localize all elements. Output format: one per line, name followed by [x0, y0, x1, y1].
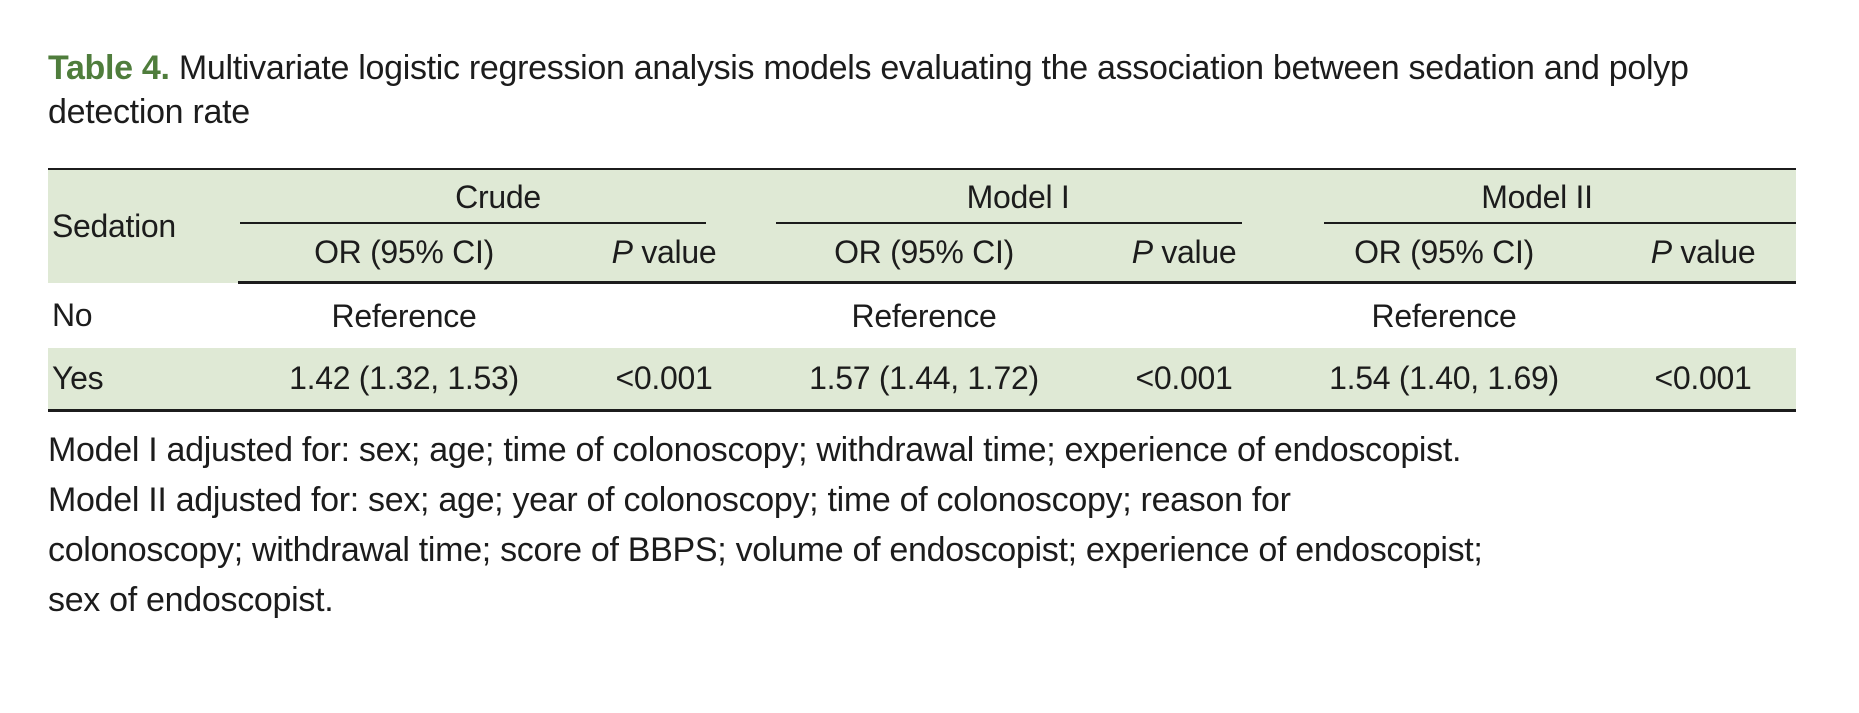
- table-number-label: Table 4.: [48, 49, 170, 87]
- group-header-crude: Crude: [238, 169, 759, 225]
- p-symbol: P: [1131, 234, 1153, 271]
- footnote-line-2: Model II adjusted for: sex; age; year of…: [48, 481, 1291, 520]
- p-symbol: P: [1650, 234, 1672, 271]
- model-1-or-value-no: Reference: [758, 282, 1091, 349]
- p-symbol: P: [611, 234, 633, 271]
- crude-or-value-no: Reference: [238, 282, 570, 349]
- model-2-p-value-no: [1610, 282, 1797, 349]
- p-value-word: value: [1680, 234, 1756, 271]
- row-label-yes: Yes: [48, 348, 238, 411]
- crude-p-value-yes: <0.001: [570, 348, 759, 411]
- table-caption-text: Multivariate logistic regression analysi…: [48, 49, 1689, 132]
- group-header-row: Sedation Crude Model I Model II: [48, 169, 1797, 283]
- row-label-no: No: [48, 282, 238, 349]
- sub-header-row: OR (95% CI) P value OR (95% CI) P value …: [48, 224, 1797, 285]
- crude-or-ci-header: OR (95% CI): [238, 224, 570, 285]
- model-1-or-ci-header: OR (95% CI): [758, 224, 1091, 285]
- model-2-or-value-yes: 1.54 (1.40, 1.69): [1278, 348, 1611, 411]
- model-2-p-value-header: P value: [1610, 224, 1797, 285]
- model-2-p-value-yes: <0.001: [1610, 348, 1797, 411]
- footnote-line-3: colonoscopy; withdrawal time; score of B…: [48, 531, 1483, 570]
- table-row-yes: Yes 1.42 (1.32, 1.53) <0.001 1.57 (1.44,…: [48, 348, 1797, 411]
- table-row-no: No Reference Reference Reference: [48, 282, 1797, 349]
- crude-p-value-header: P value: [570, 224, 759, 285]
- p-value-word: value: [1161, 234, 1237, 271]
- page: Table 4. Multivariate logistic regressio…: [48, 46, 1828, 626]
- model-1-p-value-header: P value: [1090, 224, 1279, 285]
- footnote-line-4: sex of endoscopist.: [48, 581, 334, 620]
- crude-or-value-yes: 1.42 (1.32, 1.53): [238, 348, 570, 411]
- table-footnotes: Model I adjusted for: sex; age; time of …: [48, 426, 1828, 626]
- regression-table: Sedation Crude Model I Model II OR (95% …: [48, 168, 1797, 413]
- model-1-p-value-no: [1090, 282, 1279, 349]
- footnote-line-1: Model I adjusted for: sex; age; time of …: [48, 431, 1462, 470]
- model-2-or-value-no: Reference: [1278, 282, 1611, 349]
- model-1-or-value-yes: 1.57 (1.44, 1.72): [758, 348, 1091, 411]
- column-header-sedation: Sedation: [48, 169, 238, 283]
- p-value-word: value: [641, 234, 717, 271]
- model-2-or-ci-header: OR (95% CI): [1278, 224, 1611, 285]
- group-header-model-1: Model I: [758, 169, 1279, 225]
- table-caption: Table 4. Multivariate logistic regressio…: [48, 46, 1768, 134]
- group-header-model-2: Model II: [1278, 169, 1797, 225]
- crude-p-value-no: [570, 282, 759, 349]
- model-1-p-value-yes: <0.001: [1090, 348, 1279, 411]
